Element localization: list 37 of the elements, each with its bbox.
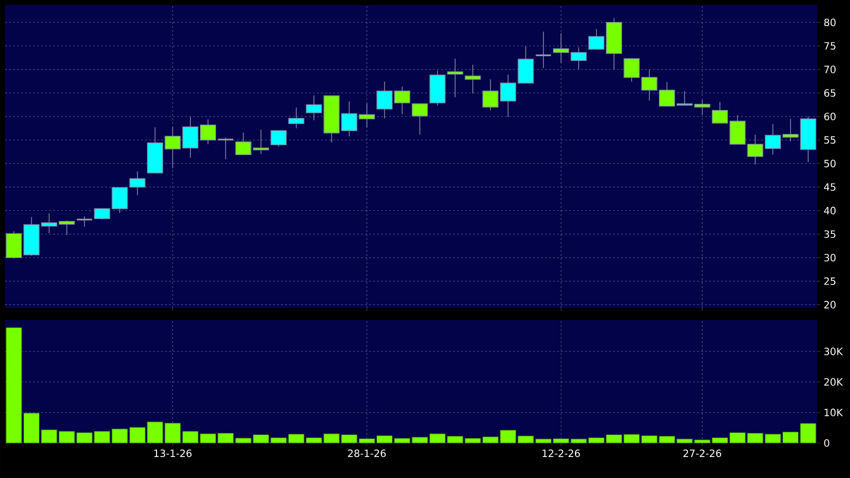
y-tick-label: 75: [824, 42, 836, 50]
candlestick: [94, 208, 110, 220]
y-tick-label: 10K: [824, 408, 844, 416]
y-tick-label: 20K: [824, 378, 844, 386]
candlestick: [447, 58, 464, 98]
y-tick-label: 35: [824, 230, 836, 238]
y-tick-label: 45: [824, 183, 836, 191]
candlestick: [217, 137, 234, 160]
y-tick-label: 60: [824, 112, 836, 120]
x-tick-label: 12-2-26: [542, 450, 580, 458]
candlestick: [694, 100, 710, 115]
candlestick: [518, 46, 534, 84]
y-tick-label: 50: [824, 160, 836, 168]
candlestick: [129, 171, 146, 196]
y-tick-label: 30K: [824, 348, 844, 356]
candlestick: [288, 107, 304, 129]
x-tick-label: 28-1-26: [348, 450, 386, 458]
y-tick-label: 30: [824, 254, 836, 262]
y-tick-label: 65: [824, 89, 836, 97]
candlestick: [270, 130, 287, 147]
candlestick: [535, 31, 552, 68]
y-tick-label: 0: [824, 439, 830, 447]
candlestick: [412, 103, 428, 135]
x-tick-label: 13-1-26: [154, 450, 192, 458]
y-tick-label: 70: [824, 66, 836, 74]
y-tick-label: 80: [824, 18, 836, 26]
candlestick: [76, 216, 93, 227]
candlestick: [624, 58, 640, 82]
y-tick-label: 20: [824, 300, 836, 308]
candlestick: [358, 102, 375, 128]
candlestick: [112, 187, 128, 214]
y-tick-label: 40: [824, 206, 836, 214]
candlestick: [464, 64, 481, 94]
y-tick-label: 55: [824, 136, 836, 144]
x-tick-label: 27-2-26: [683, 450, 722, 458]
candlestick: [58, 220, 75, 236]
y-tick-label: 25: [824, 277, 836, 285]
